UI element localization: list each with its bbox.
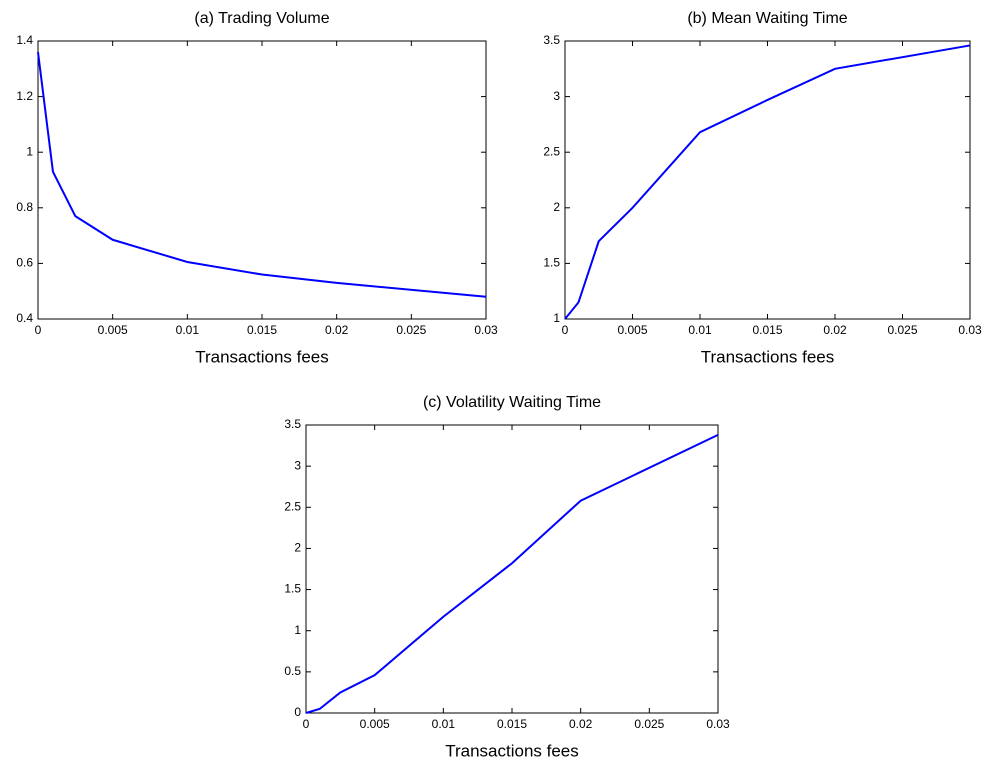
axes-box (37, 40, 487, 320)
chart-title: (a) Trading Volume (194, 10, 329, 27)
x-tick-label: 0.025 (887, 323, 917, 337)
x-tick-label: 0.02 (823, 323, 847, 337)
y-tick-label: 1.2 (16, 89, 33, 103)
x-tick-label: 0.01 (432, 717, 456, 731)
x-tick-label: 0.01 (176, 323, 200, 337)
y-tick-label: 0.4 (16, 311, 33, 325)
y-tick-label: 2.5 (284, 499, 301, 513)
x-tick-label: 0.015 (497, 717, 527, 731)
x-tick-label: 0.025 (634, 717, 664, 731)
x-axis-label: Transactions fees (701, 347, 835, 366)
chart-title: (b) Mean Waiting Time (687, 10, 847, 27)
y-tick-label: 1 (553, 311, 560, 325)
y-tick-label: 1.5 (284, 582, 301, 596)
x-tick-label: 0 (303, 717, 310, 731)
x-tick-label: 0.03 (958, 323, 982, 337)
y-tick-label: 0.5 (284, 664, 301, 678)
axes-box (305, 424, 719, 714)
data-line (37, 51, 487, 298)
data-line (305, 433, 719, 714)
x-tick-label: 0.02 (325, 323, 349, 337)
y-tick-label: 3.5 (284, 417, 301, 431)
x-tick-label: 0.015 (752, 323, 782, 337)
y-tick-label: 0 (294, 705, 301, 719)
axes-box (564, 40, 971, 320)
y-tick-label: 3.5 (543, 33, 560, 47)
y-tick-label: 1 (294, 623, 301, 637)
y-tick-label: 3 (294, 458, 301, 472)
x-axis-label: Transactions fees (445, 741, 579, 760)
y-tick-label: 0.8 (16, 200, 33, 214)
y-tick-label: 3 (553, 89, 560, 103)
y-tick-label: 2 (553, 200, 560, 214)
y-tick-label: 1.4 (16, 33, 33, 47)
y-tick-label: 2.5 (543, 144, 560, 158)
y-tick-label: 1.5 (543, 256, 560, 270)
data-line (564, 44, 971, 320)
x-tick-label: 0.015 (247, 323, 277, 337)
y-tick-label: 0.6 (16, 256, 33, 270)
x-tick-label: 0 (562, 323, 569, 337)
x-tick-label: 0.005 (617, 323, 647, 337)
x-tick-label: 0.03 (474, 323, 498, 337)
x-tick-label: 0.025 (396, 323, 426, 337)
x-tick-label: 0.01 (688, 323, 712, 337)
y-tick-label: 1 (26, 144, 33, 158)
x-axis-label: Transactions fees (195, 347, 329, 366)
x-tick-label: 0.005 (360, 717, 390, 731)
x-tick-label: 0 (35, 323, 42, 337)
x-tick-label: 0.03 (706, 717, 730, 731)
y-tick-label: 2 (294, 541, 301, 555)
x-tick-label: 0.02 (569, 717, 593, 731)
chart-title: (c) Volatility Waiting Time (423, 394, 601, 411)
x-tick-label: 0.005 (98, 323, 128, 337)
